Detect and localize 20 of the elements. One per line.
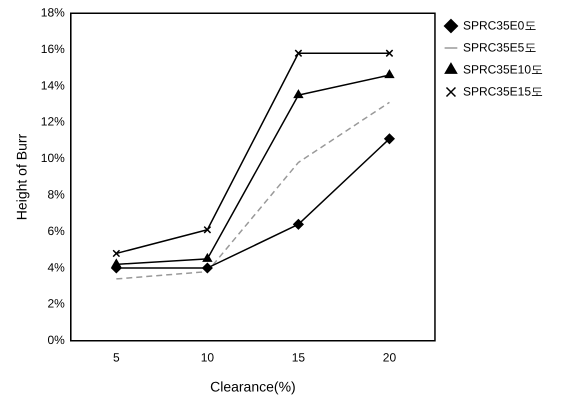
x-tick-label: 20 bbox=[382, 350, 396, 364]
y-tick-label: 14% bbox=[40, 78, 66, 92]
y-tick-label: 12% bbox=[40, 114, 66, 129]
x-tick-label: 15 bbox=[292, 350, 306, 364]
legend-label: SPRC35E0도 bbox=[462, 18, 536, 32]
legend-label: SPRC35E5도 bbox=[462, 40, 536, 54]
y-tick-label: 10% bbox=[40, 151, 66, 166]
y-tick-label: 4% bbox=[47, 260, 66, 274]
x-tick-label: 5 bbox=[112, 350, 120, 364]
y-tick-label: 18% bbox=[40, 6, 66, 20]
legend-label: SPRC35E15도 bbox=[462, 84, 544, 98]
legend-label: SPRC35E10도 bbox=[462, 62, 544, 76]
x-tick-label: 10 bbox=[200, 350, 214, 364]
y-tick-label: 0% bbox=[47, 333, 66, 348]
x-axis-title: Clearance(%) bbox=[210, 378, 296, 394]
y-axis-title: Height of Burr bbox=[13, 133, 30, 220]
y-tick-label: 6% bbox=[47, 224, 66, 238]
y-tick-label: 16% bbox=[40, 42, 66, 56]
y-tick-label: 8% bbox=[47, 188, 66, 202]
y-tick-label: 2% bbox=[47, 296, 66, 311]
